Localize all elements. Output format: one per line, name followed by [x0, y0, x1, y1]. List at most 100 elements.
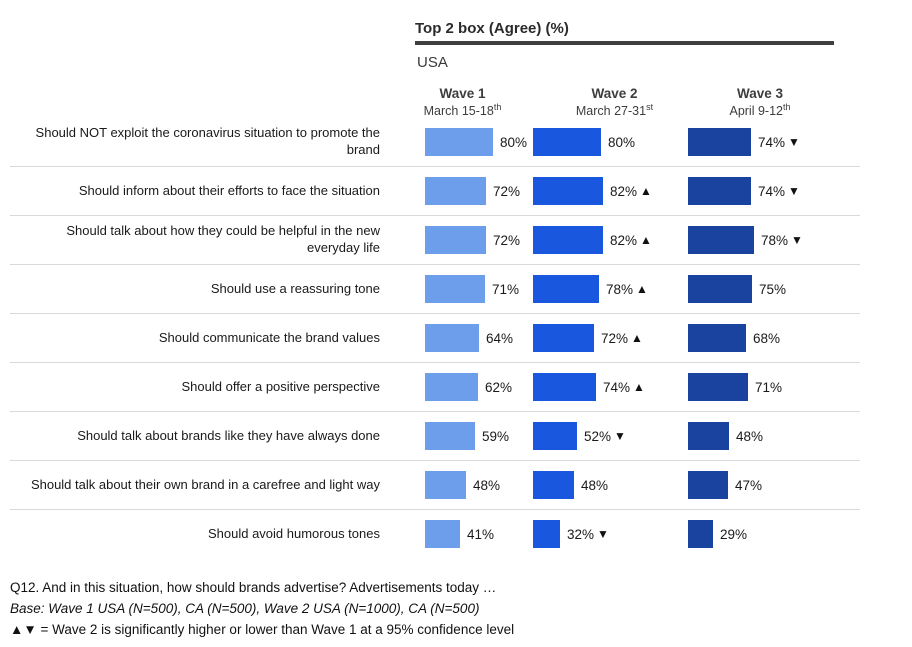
wave1-date-sup: th	[493, 102, 502, 112]
bar-wave3	[688, 177, 751, 205]
significant-down-icon: ▼	[788, 135, 800, 149]
category-label: Should offer a positive perspective	[181, 378, 381, 394]
category-label: Should avoid humorous tones	[207, 525, 380, 541]
wave3-date-text: April 9-12	[729, 104, 783, 119]
bar-cell-wave3: 48%	[688, 422, 818, 450]
bar-cell-wave3: 78% ▼	[688, 226, 818, 254]
bar-wave1	[425, 471, 466, 499]
footnote-question: Q12. And in this situation, how should b…	[10, 580, 497, 595]
bar-cell-wave1: 41%	[425, 520, 533, 548]
value-label: 75%	[759, 281, 787, 297]
footnote-base: Base: Wave 1 USA (N=500), CA (N=500), Wa…	[10, 600, 480, 616]
chart-row: Should use a reassuring tone 71% 78% ▲ 75%	[10, 265, 860, 314]
bar-cell-wave1: 48%	[425, 471, 533, 499]
wave1-date: March 15-18th	[400, 102, 525, 118]
bar-wave1	[425, 520, 460, 548]
significant-down-icon: ▼	[788, 184, 800, 198]
bar-wave3	[688, 471, 728, 499]
bar-wave3	[688, 520, 713, 548]
bar-cell-wave1: 64%	[425, 324, 533, 352]
value-label: 41%	[467, 526, 495, 542]
bar-wave2	[533, 275, 599, 303]
wave3-date: April 9-12th	[700, 102, 820, 118]
significant-up-icon: ▲	[631, 331, 643, 345]
value-label: 74%	[603, 379, 631, 395]
category-label: Should talk about their own brand in a c…	[30, 476, 380, 492]
bar-wave2	[533, 373, 596, 401]
significant-up-icon: ▲	[636, 282, 648, 296]
category-label: Should talk about how they could be help…	[66, 223, 380, 255]
bar-cell-wave2: 48%	[533, 471, 643, 499]
value-label: 72%	[601, 330, 629, 346]
bar-wave3	[688, 324, 746, 352]
bar-wave1	[425, 422, 475, 450]
value-label: 59%	[482, 428, 510, 444]
value-label: 29%	[720, 526, 748, 542]
chart-row: Should communicate the brand values 64% 72…	[10, 314, 860, 363]
wave3-header: Wave 3 April 9-12th	[700, 86, 820, 118]
chart-rows: Should NOT exploit the coronavirus situa…	[10, 118, 860, 558]
value-label: 82%	[610, 183, 638, 199]
significant-down-icon: ▼	[791, 233, 803, 247]
significant-up-icon: ▲	[640, 233, 652, 247]
significant-up-icon: ▲	[640, 184, 652, 198]
wave2-date-text: March 27-31	[575, 104, 647, 119]
bar-cell-wave1: 62%	[425, 373, 533, 401]
category-label: Should NOT exploit the coronavirus situa…	[35, 125, 380, 157]
bar-cell-wave3: 29%	[688, 520, 818, 548]
bar-wave1	[425, 275, 485, 303]
value-label: 71%	[492, 281, 520, 297]
bar-wave1	[425, 324, 479, 352]
bar-wave3	[688, 226, 754, 254]
bar-cell-wave2: 32% ▼	[533, 520, 643, 548]
bar-cell-wave1: 59%	[425, 422, 533, 450]
bar-wave1	[425, 177, 486, 205]
bar-wave1	[425, 373, 478, 401]
bar-wave2	[533, 422, 577, 450]
bar-wave3	[688, 422, 729, 450]
title-underline	[415, 41, 834, 45]
value-label: 74%	[758, 134, 786, 150]
bar-cell-wave1: 80%	[425, 128, 533, 156]
value-label: 48%	[736, 428, 764, 444]
value-label: 52%	[584, 428, 612, 444]
value-label: 62%	[485, 379, 513, 395]
bar-cell-wave2: 78% ▲	[533, 275, 648, 303]
bar-cell-wave2: 52% ▼	[533, 422, 643, 450]
category-label: Should use a reassuring tone	[210, 280, 380, 296]
bar-cell-wave3: 47%	[688, 471, 818, 499]
bar-wave2	[533, 471, 574, 499]
bar-wave2	[533, 520, 560, 548]
chart-row: Should inform about their efforts to fac…	[10, 167, 860, 216]
wave3-name: Wave 3	[736, 86, 784, 101]
significant-up-icon: ▲	[633, 380, 645, 394]
footnote-significance: ▲▼ = Wave 2 is significantly higher or l…	[10, 621, 515, 637]
wave3-date-sup: th	[782, 102, 791, 112]
chart-row: Should talk about brands like they have …	[10, 412, 860, 461]
chart-row: Should talk about how they could be help…	[10, 216, 860, 265]
significant-down-icon: ▼	[614, 429, 626, 443]
value-label: 47%	[735, 477, 763, 493]
value-label: 78%	[761, 232, 789, 248]
value-label: 64%	[486, 330, 514, 346]
bar-cell-wave2: 74% ▲	[533, 373, 645, 401]
chart-row: Should talk about their own brand in a c…	[10, 461, 860, 510]
category-label: Should inform about their efforts to fac…	[78, 182, 380, 198]
bar-wave2	[533, 226, 603, 254]
bar-wave2	[533, 128, 601, 156]
chart-row: Should offer a positive perspective 62% 74…	[10, 363, 860, 412]
chart-row: Should NOT exploit the coronavirus situa…	[10, 118, 860, 167]
bar-wave3	[688, 373, 748, 401]
category-label: Should communicate the brand values	[158, 329, 380, 345]
bar-cell-wave1: 72%	[425, 226, 533, 254]
value-label: 74%	[758, 183, 786, 199]
bar-cell-wave2: 82% ▲	[533, 177, 652, 205]
bar-cell-wave2: 82% ▲	[533, 226, 652, 254]
chart-row: Should avoid humorous tones 41% 32% ▼ 29%	[10, 510, 860, 558]
bar-cell-wave3: 75%	[688, 275, 818, 303]
value-label: 72%	[493, 183, 521, 199]
region-label: USA	[417, 54, 448, 71]
category-label: Should talk about brands like they have …	[77, 427, 380, 443]
value-label: 80%	[500, 134, 528, 150]
